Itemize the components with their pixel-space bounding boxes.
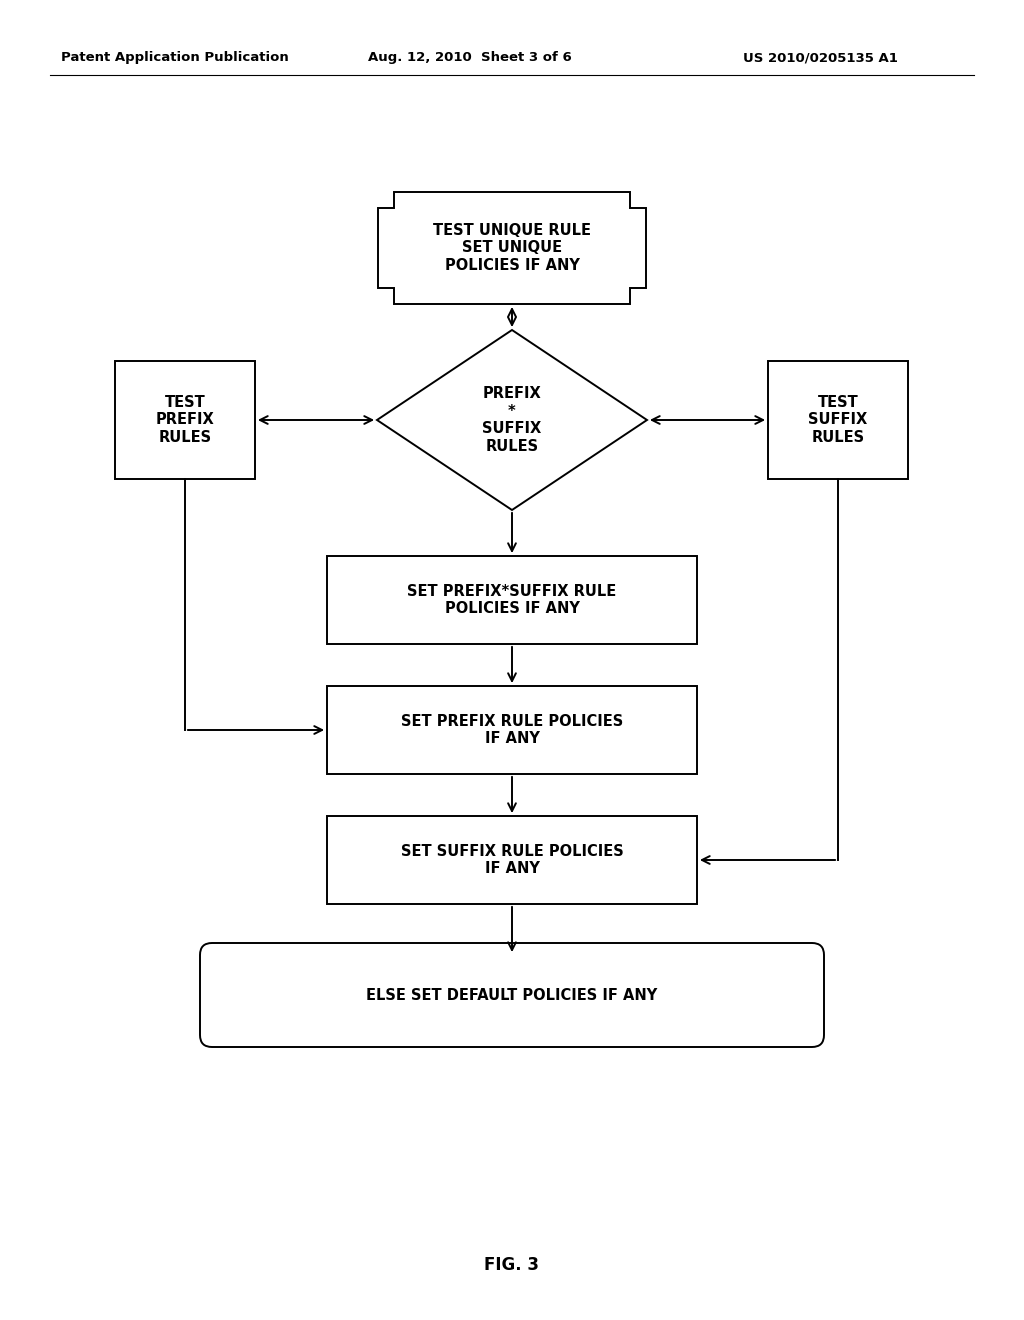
Text: TEST UNIQUE RULE
SET UNIQUE
POLICIES IF ANY: TEST UNIQUE RULE SET UNIQUE POLICIES IF … — [433, 223, 591, 273]
Text: Aug. 12, 2010  Sheet 3 of 6: Aug. 12, 2010 Sheet 3 of 6 — [368, 51, 571, 65]
Text: US 2010/0205135 A1: US 2010/0205135 A1 — [742, 51, 897, 65]
FancyBboxPatch shape — [327, 686, 697, 774]
FancyBboxPatch shape — [200, 942, 824, 1047]
Text: PREFIX
*
SUFFIX
RULES: PREFIX * SUFFIX RULES — [482, 387, 542, 454]
FancyBboxPatch shape — [327, 816, 697, 904]
Text: SET PREFIX RULE POLICIES
IF ANY: SET PREFIX RULE POLICIES IF ANY — [400, 714, 624, 746]
Text: TEST
SUFFIX
RULES: TEST SUFFIX RULES — [808, 395, 867, 445]
FancyBboxPatch shape — [768, 360, 908, 479]
Text: SET PREFIX*SUFFIX RULE
POLICIES IF ANY: SET PREFIX*SUFFIX RULE POLICIES IF ANY — [408, 583, 616, 616]
Text: FIG. 3: FIG. 3 — [484, 1257, 540, 1274]
Text: ELSE SET DEFAULT POLICIES IF ANY: ELSE SET DEFAULT POLICIES IF ANY — [367, 987, 657, 1002]
Text: Patent Application Publication: Patent Application Publication — [61, 51, 289, 65]
Polygon shape — [377, 330, 647, 510]
FancyBboxPatch shape — [327, 556, 697, 644]
FancyBboxPatch shape — [115, 360, 255, 479]
Text: SET SUFFIX RULE POLICIES
IF ANY: SET SUFFIX RULE POLICIES IF ANY — [400, 843, 624, 876]
Text: TEST
PREFIX
RULES: TEST PREFIX RULES — [156, 395, 214, 445]
Polygon shape — [378, 191, 646, 304]
